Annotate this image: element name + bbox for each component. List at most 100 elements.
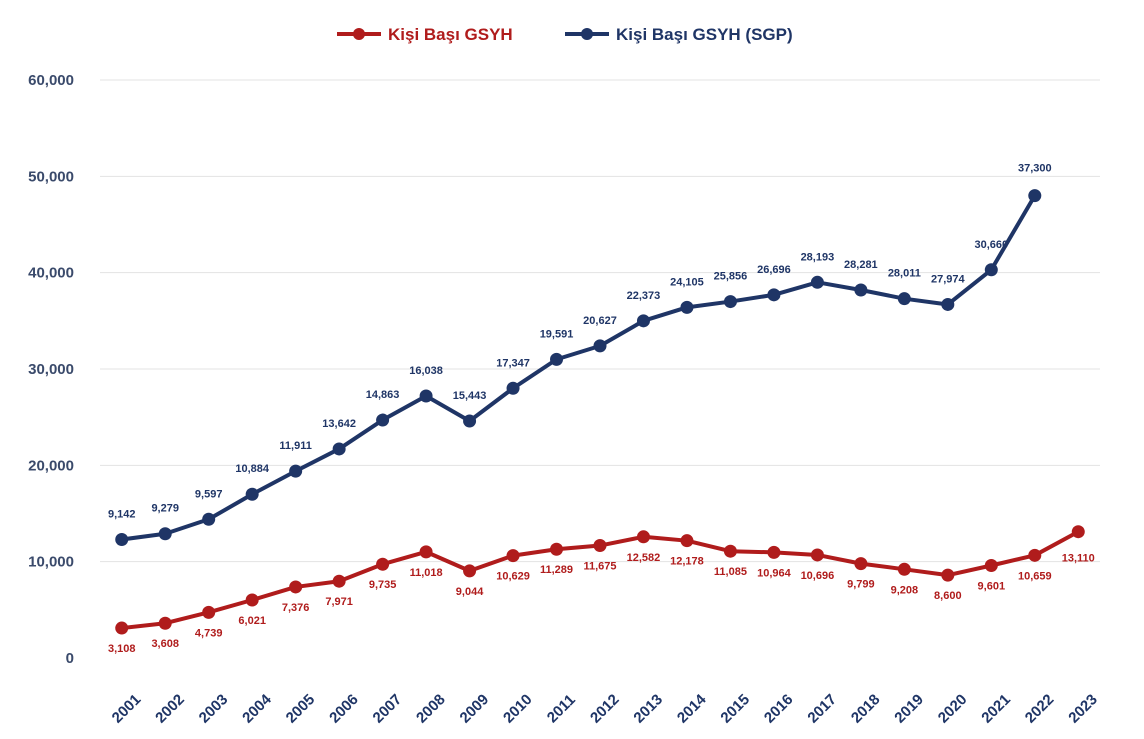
data-point bbox=[680, 534, 694, 548]
data-point bbox=[897, 562, 911, 576]
data-point bbox=[202, 512, 216, 526]
data-point bbox=[463, 564, 477, 578]
data-label: 30,660 bbox=[974, 239, 1008, 251]
data-point bbox=[593, 339, 607, 353]
data-label: 7,376 bbox=[282, 602, 310, 614]
data-point bbox=[723, 295, 737, 309]
legend-swatch-marker bbox=[353, 28, 365, 40]
data-point bbox=[941, 568, 955, 582]
data-point bbox=[202, 605, 216, 619]
data-label: 10,629 bbox=[496, 571, 530, 583]
x-tick-label: 2001 bbox=[109, 691, 145, 727]
data-label: 13,642 bbox=[322, 418, 356, 430]
data-label: 12,582 bbox=[627, 552, 661, 564]
data-point bbox=[289, 464, 303, 478]
series bbox=[115, 189, 1085, 635]
data-point bbox=[332, 574, 346, 588]
x-tick-label: 2023 bbox=[1065, 691, 1101, 727]
y-tick-label: 60,000 bbox=[28, 72, 74, 89]
data-label: 20,627 bbox=[583, 315, 617, 327]
data-label: 10,884 bbox=[235, 463, 270, 475]
data-label: 17,347 bbox=[496, 357, 530, 369]
data-labels: 3,108 3,608 4,739 6,021 7,376 7,971 9,735 11,01… bbox=[108, 163, 1095, 655]
data-label: 10,659 bbox=[1018, 570, 1052, 582]
y-tick-label: 30,000 bbox=[28, 361, 74, 378]
data-point bbox=[984, 559, 998, 573]
data-point bbox=[245, 487, 259, 501]
data-label: 11,911 bbox=[279, 440, 311, 452]
data-point bbox=[636, 530, 650, 544]
data-point bbox=[245, 593, 259, 607]
data-label: 24,105 bbox=[670, 276, 704, 288]
x-tick-label: 2013 bbox=[630, 691, 666, 727]
axes: 0 10,000 20,000 30,000 40,000 50,000 60,000 200… bbox=[28, 72, 1101, 727]
data-point bbox=[506, 549, 520, 563]
x-tick-label: 2004 bbox=[239, 691, 275, 727]
legend: Kişi Başı GSYH Kişi Başı GSYH (SGP) bbox=[337, 25, 793, 44]
data-point bbox=[158, 527, 172, 541]
data-label: 9,142 bbox=[108, 509, 136, 521]
data-label: 11,018 bbox=[410, 567, 443, 579]
data-label: 6,021 bbox=[238, 615, 266, 627]
data-point bbox=[680, 300, 694, 314]
data-point bbox=[1028, 189, 1042, 203]
series-line bbox=[121, 194, 1037, 542]
data-point bbox=[810, 275, 824, 289]
data-label: 28,281 bbox=[844, 259, 878, 271]
legend-label: Kişi Başı GSYH (SGP) bbox=[616, 25, 793, 44]
data-label: 3,608 bbox=[151, 638, 179, 650]
x-tick-label: 2016 bbox=[761, 691, 797, 727]
data-point bbox=[854, 283, 868, 297]
gridlines bbox=[100, 79, 1100, 563]
data-point bbox=[593, 539, 607, 553]
data-label: 28,193 bbox=[801, 251, 835, 263]
data-label: 11,085 bbox=[714, 566, 747, 578]
data-point bbox=[941, 297, 955, 311]
y-tick-label: 20,000 bbox=[28, 457, 74, 474]
data-point bbox=[767, 288, 781, 302]
data-point bbox=[376, 557, 390, 571]
data-point bbox=[158, 616, 172, 630]
data-label: 11,289 bbox=[540, 564, 573, 576]
data-label: 14,863 bbox=[366, 389, 400, 401]
x-tick-label: 2005 bbox=[283, 691, 319, 727]
y-tick-label: 10,000 bbox=[28, 554, 74, 571]
x-tick-label: 2018 bbox=[848, 691, 884, 727]
legend-label: Kişi Başı GSYH bbox=[388, 25, 513, 44]
data-label: 15,443 bbox=[453, 390, 487, 402]
data-point bbox=[723, 544, 737, 558]
data-point bbox=[854, 557, 868, 571]
data-point bbox=[550, 542, 564, 556]
x-tick-label: 2009 bbox=[457, 691, 493, 727]
data-label: 27,974 bbox=[931, 273, 966, 285]
data-point bbox=[984, 263, 998, 277]
data-point bbox=[332, 442, 346, 456]
y-tick-label: 40,000 bbox=[28, 265, 74, 282]
data-label: 26,696 bbox=[757, 264, 791, 276]
data-label: 9,279 bbox=[151, 503, 179, 515]
data-label: 10,964 bbox=[757, 567, 792, 579]
data-label: 22,373 bbox=[627, 290, 661, 302]
data-label: 8,600 bbox=[934, 590, 962, 602]
x-tick-label: 2019 bbox=[891, 691, 927, 727]
data-label: 12,178 bbox=[670, 556, 704, 568]
data-point bbox=[115, 621, 129, 635]
data-label: 19,591 bbox=[540, 328, 574, 340]
x-tick-label: 2021 bbox=[978, 691, 1014, 727]
data-point bbox=[767, 545, 781, 559]
x-tick-label: 2020 bbox=[935, 691, 971, 727]
x-tick-label: 2017 bbox=[804, 691, 840, 727]
x-tick-label: 2006 bbox=[326, 691, 362, 727]
x-tick-label: 2015 bbox=[717, 691, 753, 727]
data-point bbox=[506, 381, 520, 395]
data-point bbox=[1028, 548, 1042, 562]
data-point bbox=[115, 533, 129, 547]
data-label: 10,696 bbox=[801, 570, 835, 582]
data-point bbox=[289, 580, 303, 594]
data-label: 28,011 bbox=[888, 268, 921, 280]
data-label: 3,108 bbox=[108, 643, 136, 655]
data-point bbox=[1071, 525, 1085, 539]
data-label: 9,208 bbox=[891, 584, 919, 596]
x-tick-label: 2002 bbox=[152, 691, 188, 727]
data-label: 9,044 bbox=[456, 586, 484, 598]
